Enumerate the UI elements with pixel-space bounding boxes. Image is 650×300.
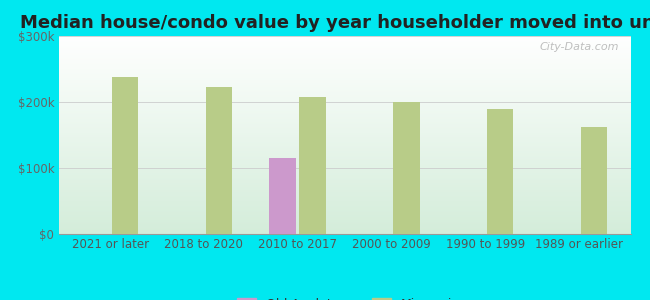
Bar — [393, 102, 419, 234]
Bar — [300, 97, 326, 234]
Bar — [270, 158, 296, 234]
Bar — [112, 77, 138, 234]
Legend: Old Appleton, Missouri: Old Appleton, Missouri — [237, 298, 452, 300]
Title: Median house/condo value by year householder moved into unit: Median house/condo value by year househo… — [20, 14, 650, 32]
Bar — [487, 109, 514, 234]
Text: City-Data.com: City-Data.com — [540, 42, 619, 52]
Bar — [581, 127, 607, 234]
Bar — [205, 88, 232, 234]
